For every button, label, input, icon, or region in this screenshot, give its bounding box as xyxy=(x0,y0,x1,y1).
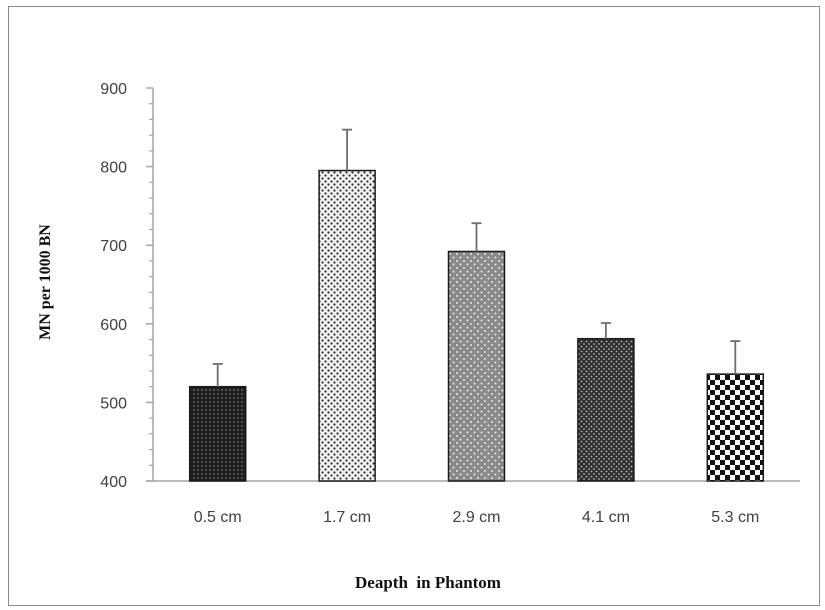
y-tick-label: 400 xyxy=(100,474,127,491)
bar-1-7-cm xyxy=(318,169,376,482)
bar-0-5-cm xyxy=(188,385,247,482)
y-tick-label: 600 xyxy=(100,317,127,334)
chart-frame xyxy=(8,6,820,606)
y-axis-title: MN per 1000 BN xyxy=(37,224,54,340)
y-tick-label: 700 xyxy=(100,238,127,255)
y-axis xyxy=(146,87,154,482)
x-tick-label: 4.1 cm xyxy=(582,509,630,526)
y-tick-labels: 400 500 600 700 800 900 xyxy=(100,81,127,491)
x-tick-label: 1.7 cm xyxy=(323,509,371,526)
x-tick-labels: 0.5 cm 1.7 cm 2.9 cm 4.1 cm 5.3 cm xyxy=(194,509,760,526)
bars-group xyxy=(188,169,765,482)
x-tick-label: 2.9 cm xyxy=(452,509,500,526)
error-bars-group xyxy=(212,128,741,387)
bar-4-1-cm xyxy=(577,337,635,482)
bar-5-3-cm xyxy=(706,373,765,482)
x-tick-label: 5.3 cm xyxy=(711,509,759,526)
x-tick-label: 0.5 cm xyxy=(194,509,242,526)
bar-2-9-cm xyxy=(447,250,506,482)
y-tick-label: 900 xyxy=(100,81,127,98)
y-tick-label: 800 xyxy=(100,160,127,177)
y-tick-label: 500 xyxy=(100,395,127,412)
x-axis-title: Deapth in Phantom xyxy=(355,573,501,592)
